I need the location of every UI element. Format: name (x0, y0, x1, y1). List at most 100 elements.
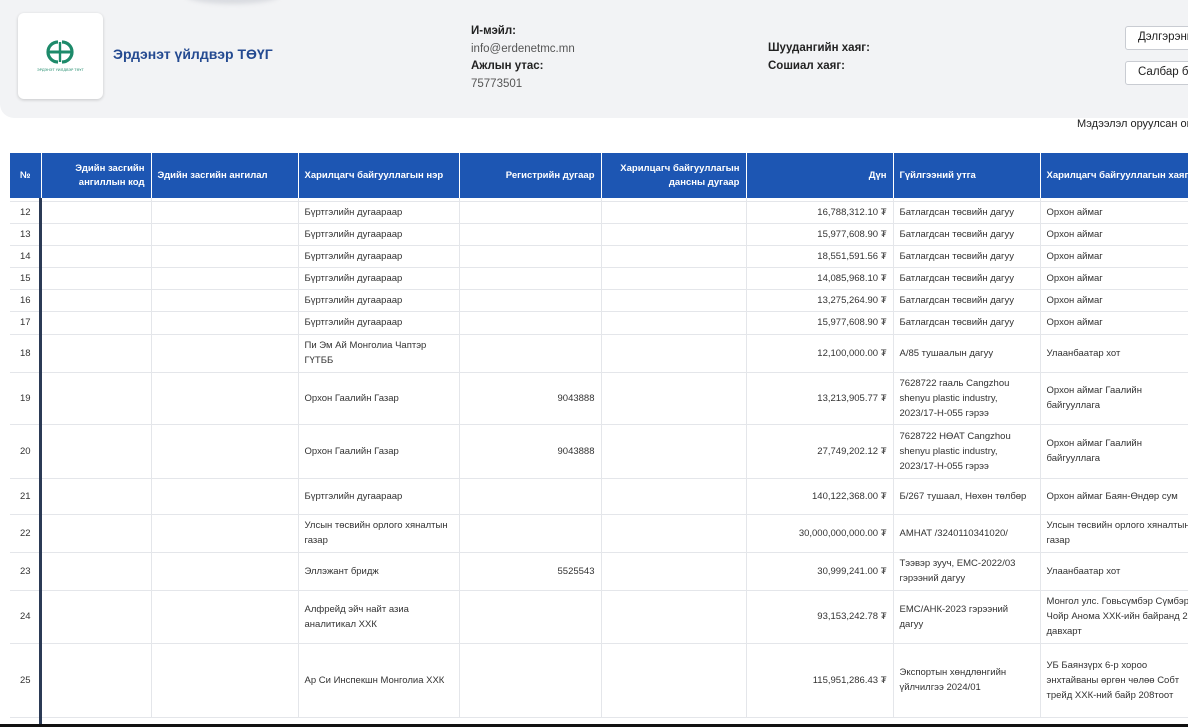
partner-name-cell: Эллэжант бридж (298, 552, 460, 591)
row-number: 25 (10, 643, 42, 718)
account-number-cell (601, 334, 747, 373)
amount-cell: 13,213,905.77 ₮ (746, 372, 894, 425)
amount-cell: 18,551,591.56 ₮ (746, 245, 894, 268)
table-row[interactable]: 12 Бүртгэлийн дугаараар 16,788,312.10 ₮ Бат… (10, 201, 1188, 224)
table-row[interactable]: 15 Бүртгэлийн дугаараар 14,085,968.10 ₮ Бат… (10, 267, 1188, 290)
address-cell: Улаанбаатар хот (1040, 552, 1188, 591)
class-cell (151, 201, 299, 224)
class-code-cell (41, 201, 152, 224)
col-header-account[interactable]: Харилцагч байгууллагын дансны дугаар (601, 153, 747, 198)
table-row[interactable]: 19 Орхон Гаалийн Газар 9043888 13,213,905.7… (10, 372, 1188, 425)
address-info: Шуудангийн хаяг: Сошиал хаяг: (768, 40, 870, 75)
col-header-address[interactable]: Харилцагч байгууллагын хаяг (1040, 153, 1188, 198)
table-row[interactable]: 25 Ар Си Инспекшн Монголиа ХХК 115,951,286… (10, 643, 1188, 718)
table-row[interactable]: 18 Пи Эм Ай Монголиа Чаптэр ГҮТББ 12,100,0… (10, 334, 1188, 373)
row-number: 21 (10, 478, 42, 515)
col-header-class-code[interactable]: Эдийн засгийн ангиллын код (41, 153, 152, 198)
table-row[interactable]: 24 Алфрейд эйч найт азиа аналитикал ХХК 93… (10, 590, 1188, 644)
header (0, 0, 1188, 118)
class-code-cell (41, 514, 152, 553)
class-cell (151, 372, 299, 425)
table-row[interactable]: 21 Бүртгэлийн дугаараар 140,122,368.00 ₮ Б/… (10, 478, 1188, 515)
partner-name-cell: Улсын төсвийн орлого хяналтын газар (298, 514, 460, 553)
address-cell: Орхон аймаг (1040, 223, 1188, 246)
register-number-cell (459, 478, 602, 515)
register-number-cell (459, 223, 602, 246)
account-number-cell (601, 267, 747, 290)
partner-name-cell: Бүртгэлийн дугаараар (298, 311, 460, 335)
table-row[interactable]: 22 Улсын төсвийн орлого хяналтын газар 30,… (10, 514, 1188, 553)
col-header-register[interactable]: Регистрийн дугаар (459, 153, 602, 198)
table-row[interactable]: 20 Орхон Гаалийн Газар 9043888 27,749,202.1… (10, 424, 1188, 479)
purpose-cell: Батлагдсан төсвийн дагуу (893, 245, 1041, 268)
address-cell: Орхон аймаг (1040, 311, 1188, 335)
row-number: 14 (10, 245, 42, 268)
account-number-cell (601, 372, 747, 425)
table-row[interactable]: 17 Бүртгэлийн дугаараар 15,977,608.90 ₮ Бат… (10, 311, 1188, 335)
address-cell: Орхон аймаг (1040, 245, 1188, 268)
class-code-cell (41, 267, 152, 290)
amount-cell: 93,153,242.78 ₮ (746, 590, 894, 644)
register-number-cell (459, 514, 602, 553)
purpose-cell: А/85 тушаалын дагуу (893, 334, 1041, 373)
col-header-partner[interactable]: Харилцагч байгууллагын нэр (298, 153, 460, 198)
table-row[interactable]: 14 Бүртгэлийн дугаараар 18,551,591.56 ₮ Бат… (10, 245, 1188, 268)
table-body: 12 Бүртгэлийн дугаараар 16,788,312.10 ₮ Бат… (10, 198, 1188, 718)
phone-value: 75773501 (471, 77, 523, 90)
row-number: 22 (10, 514, 42, 553)
class-code-cell (41, 223, 152, 246)
partner-name-cell: Пи Эм Ай Монголиа Чаптэр ГҮТББ (298, 334, 460, 373)
partner-name-cell: Бүртгэлийн дугаараар (298, 245, 460, 268)
updated-date-label: Мэдээлэл оруулсан огноо (1077, 118, 1188, 130)
table-row[interactable]: 16 Бүртгэлийн дугаараар 13,275,264.90 ₮ Бат… (10, 289, 1188, 312)
address-cell: Орхон аймаг Гаалийн байгууллага (1040, 372, 1188, 425)
register-number-cell (459, 245, 602, 268)
row-number: 12 (10, 201, 42, 224)
row-number: 18 (10, 334, 42, 373)
account-number-cell (601, 590, 747, 644)
purpose-cell: Б/267 тушаал, Нөхөн төлбөр (893, 478, 1041, 515)
row-number: 24 (10, 590, 42, 644)
class-code-cell (41, 478, 152, 515)
account-number-cell (601, 478, 747, 515)
table-row[interactable]: 23 Эллэжант бридж 5525543 30,999,241.00 ₮ Тэ… (10, 552, 1188, 591)
purpose-cell: АМНАТ /3240110341020/ (893, 514, 1041, 553)
partner-name-cell: Бүртгэлийн дугаараар (298, 223, 460, 246)
email-value[interactable]: info@erdenetmc.mn (471, 42, 575, 55)
address-cell: Орхон аймаг (1040, 289, 1188, 312)
company-logo[interactable]: ЭРДЭНЭТ ҮЙЛДВЭР ТӨҮГ (18, 13, 103, 99)
class-code-cell (41, 552, 152, 591)
email-label: И-мэйл: (471, 25, 517, 37)
class-cell (151, 245, 299, 268)
col-header-amount[interactable]: Дүн (746, 153, 894, 198)
amount-cell: 15,977,608.90 ₮ (746, 311, 894, 335)
table-row[interactable]: 13 Бүртгэлийн дугаараар 15,977,608.90 ₮ Бат… (10, 223, 1188, 246)
class-cell (151, 267, 299, 290)
purpose-cell: Батлагдсан төсвийн дагуу (893, 267, 1041, 290)
erdenet-logo-icon (46, 40, 74, 64)
branch-button[interactable]: Салбар байгууллага (1125, 61, 1188, 85)
bottom-border (0, 724, 1188, 727)
partner-name-cell: Бүртгэлийн дугаараар (298, 267, 460, 290)
class-code-cell (41, 424, 152, 479)
amount-cell: 12,100,000.00 ₮ (746, 334, 894, 373)
col-header-no[interactable]: № (10, 153, 42, 198)
address-cell: УБ Баянзүрх 6-р хороо энхтайваны өргөн ч… (1040, 643, 1188, 718)
register-number-cell (459, 311, 602, 335)
class-cell (151, 424, 299, 479)
col-header-purpose[interactable]: Гүйлгээний утга (893, 153, 1041, 198)
register-number-cell (459, 590, 602, 644)
left-scroll-rule (39, 198, 42, 727)
register-number-cell: 5525543 (459, 552, 602, 591)
details-button[interactable]: Дэлгэрэнгүй (1125, 26, 1188, 50)
account-number-cell (601, 514, 747, 553)
amount-cell: 30,000,000,000.00 ₮ (746, 514, 894, 553)
class-code-cell (41, 311, 152, 335)
col-header-class[interactable]: Эдийн засгийн ангилал (151, 153, 299, 198)
contact-info: И-мэйл: info@erdenetmc.mn Ажлын утас: 75… (471, 23, 575, 93)
partner-name-cell: Ар Си Инспекшн Монголиа ХХК (298, 643, 460, 718)
address-cell: Улсын төсвийн орлого хяналтын газар (1040, 514, 1188, 553)
class-cell (151, 514, 299, 553)
purpose-cell: Тээвэр зууч, ЕМС-2022/03 гэрээний дагуу (893, 552, 1041, 591)
class-code-cell (41, 334, 152, 373)
